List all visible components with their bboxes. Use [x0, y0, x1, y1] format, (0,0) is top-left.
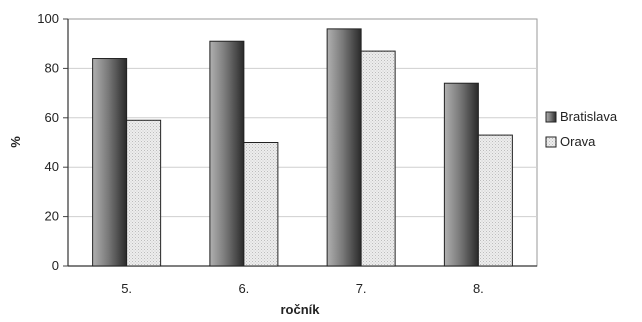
bar-bratislava	[209, 40, 245, 267]
bar-bratislava	[443, 82, 479, 267]
bar-orava	[126, 119, 162, 267]
legend-label-bratislava: Bratislava	[560, 109, 618, 124]
y-axis-title: %	[8, 136, 23, 148]
y-tick-label: 20	[45, 209, 59, 224]
bar-orava	[243, 142, 279, 267]
legend-swatch-bratislava	[545, 111, 557, 123]
bar-bratislava	[326, 28, 362, 267]
bar-orava	[360, 50, 396, 267]
legend-swatch-orava	[545, 136, 557, 148]
y-tick-label: 60	[45, 110, 59, 125]
x-tick-label: 5.	[121, 281, 132, 296]
y-tick-label: 40	[45, 159, 59, 174]
y-tick-label: 0	[52, 258, 59, 273]
bar-orava	[477, 134, 513, 267]
y-tick-label: 80	[45, 60, 59, 75]
x-tick-label: 8.	[473, 281, 484, 296]
legend-label-orava: Orava	[560, 134, 596, 149]
bar-bratislava	[92, 58, 128, 267]
x-tick-label: 7.	[356, 281, 367, 296]
x-tick-label: 6.	[238, 281, 249, 296]
x-axis-title: ročník	[280, 302, 320, 317]
y-tick-label: 100	[37, 11, 59, 26]
